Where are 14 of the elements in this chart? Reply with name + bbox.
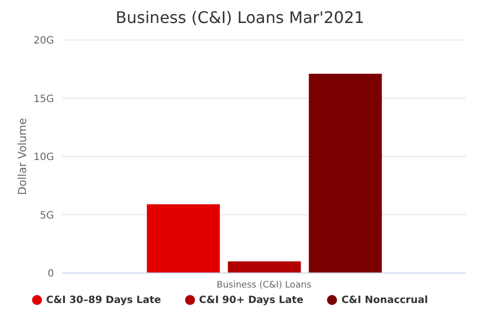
y-tick-label: 20G bbox=[34, 36, 54, 47]
bar bbox=[146, 204, 220, 273]
y-tick-label: 0 bbox=[48, 268, 54, 280]
y-tick-label: 5G bbox=[40, 210, 54, 222]
chart-title: Business (C&I) Loans Mar'2021 bbox=[114, 8, 366, 29]
y-tick-label: 10G bbox=[34, 152, 54, 164]
bar bbox=[308, 74, 382, 273]
legend-label: C&I 30–89 Days Late bbox=[46, 295, 162, 306]
x-tick-label: Business (C&I) Loans bbox=[216, 280, 312, 290]
y-axis-title: Dollar Volume bbox=[16, 118, 29, 195]
y-tick-label: 15G bbox=[34, 94, 54, 105]
bar bbox=[228, 261, 301, 273]
legend-label: C&I 90+ Days Late bbox=[199, 295, 304, 306]
legend-label: C&I Nonaccrual bbox=[341, 295, 428, 306]
